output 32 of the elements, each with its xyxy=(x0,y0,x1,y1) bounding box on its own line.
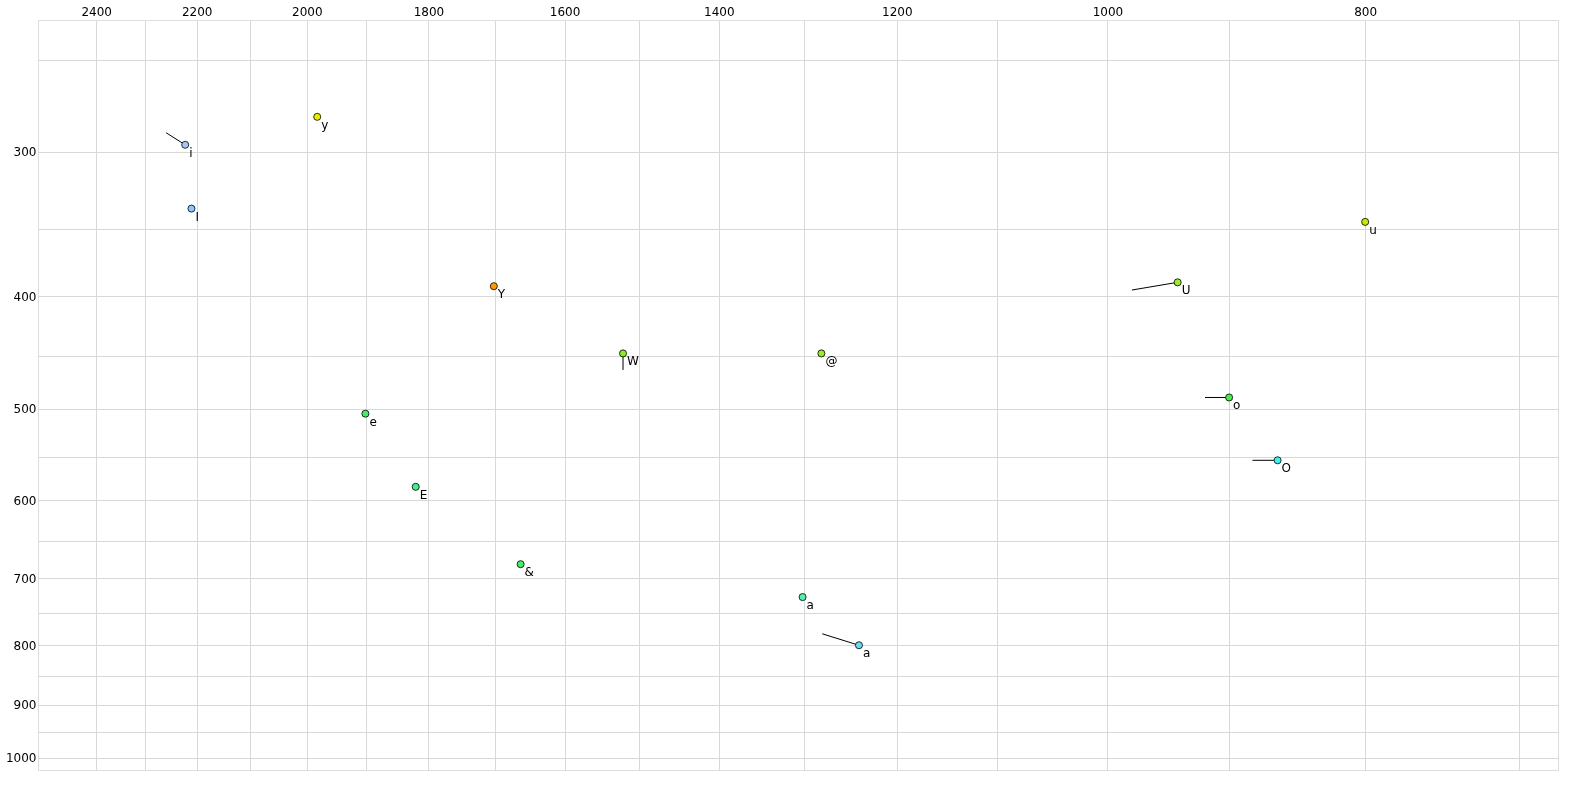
x-tick-label: 1400 xyxy=(704,4,735,19)
x-tick-label: 1200 xyxy=(882,4,913,19)
y-tick-label: 700 xyxy=(13,571,37,586)
annotation: W xyxy=(627,354,640,369)
x-tick-label: 800 xyxy=(1354,4,1378,19)
y-tick-label: 800 xyxy=(13,638,37,653)
annotation: Y xyxy=(496,287,506,302)
annotation: O xyxy=(1281,461,1292,476)
annotation: i xyxy=(189,145,193,160)
annotation: a xyxy=(806,598,814,613)
y-tick-label: 1000 xyxy=(5,751,37,766)
x-tick-label: 2400 xyxy=(81,4,112,19)
x-tick-label: 1800 xyxy=(413,4,445,19)
annotation: a xyxy=(862,646,871,661)
y-tick-label: 300 xyxy=(13,145,37,160)
annotation: I xyxy=(195,209,199,224)
x-tick-label: 1600 xyxy=(549,4,581,19)
y-tick-label: 600 xyxy=(13,493,37,508)
y-tick-label: 900 xyxy=(13,698,37,713)
y-tick-label: 500 xyxy=(13,402,37,417)
x-tick-label: 2000 xyxy=(292,4,323,19)
annotation: y xyxy=(321,117,329,132)
annotation: o xyxy=(1233,398,1241,413)
x-tick-label: 2200 xyxy=(181,4,213,19)
annotation: @ xyxy=(825,354,838,369)
x-tick-label: 1000 xyxy=(1092,4,1124,19)
annotation: E xyxy=(419,487,428,502)
y-tick-label: 400 xyxy=(13,289,37,304)
annotation: & xyxy=(524,565,534,580)
annotation: u xyxy=(1369,222,1377,237)
annotation: e xyxy=(369,414,377,429)
annotation: U xyxy=(1181,283,1191,298)
